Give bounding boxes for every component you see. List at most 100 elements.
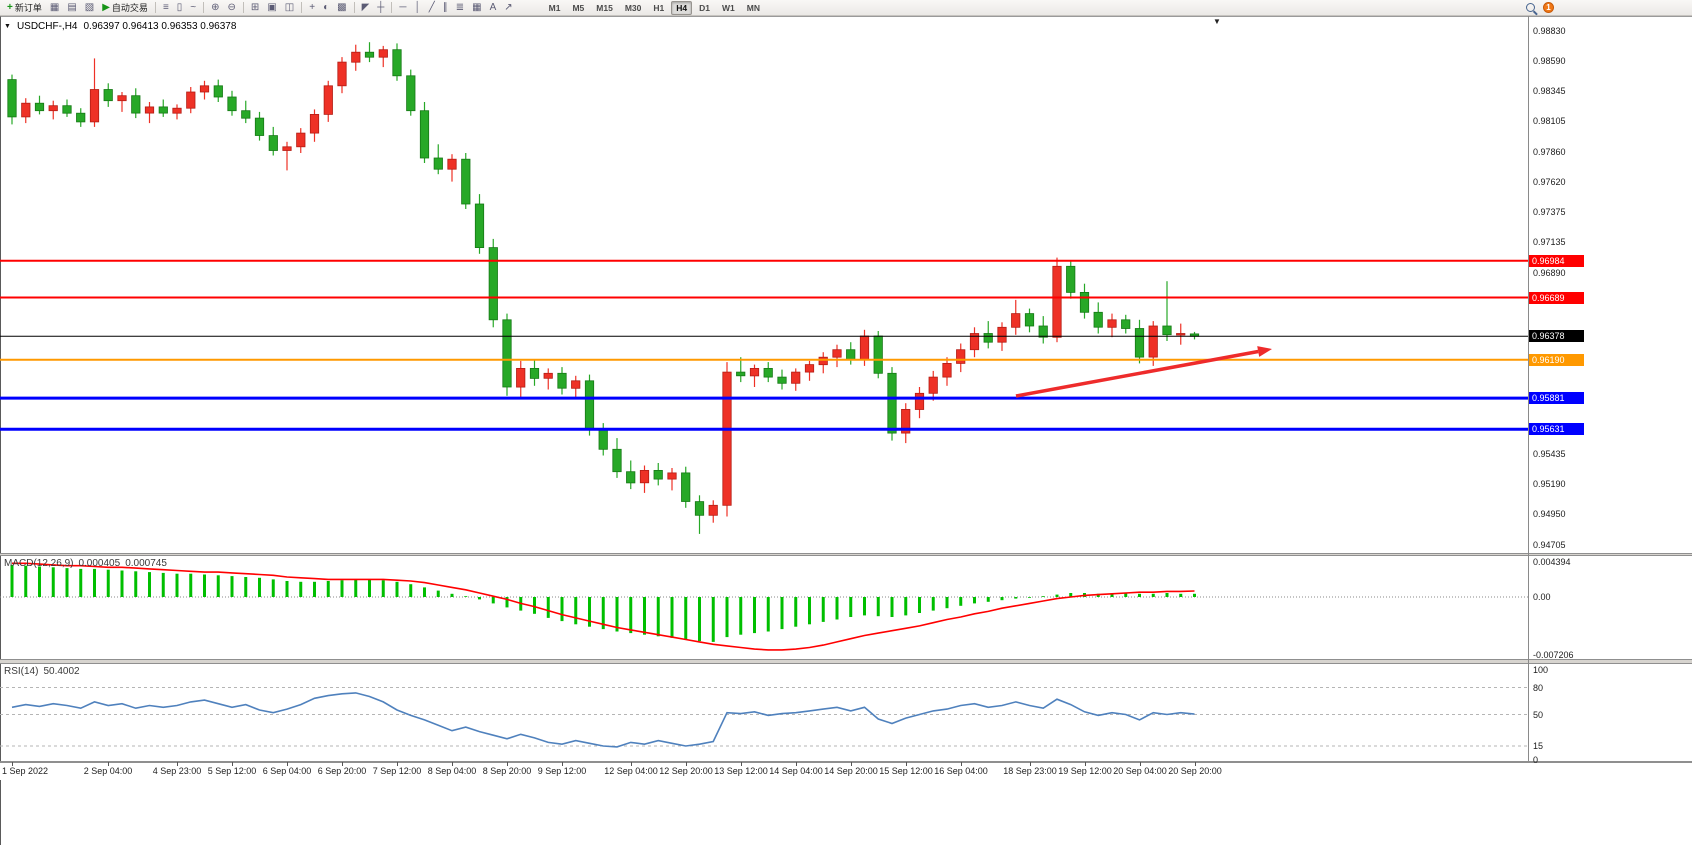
cascade-windows-icon: ▣	[267, 1, 277, 13]
price-badge-0.96984[interactable]: 0.96984	[1529, 255, 1584, 267]
line-chart-button[interactable]: ~	[186, 1, 200, 15]
auto-arrange-button[interactable]: ◫	[281, 1, 298, 15]
panel-splitter[interactable]	[0, 659, 1692, 664]
price-axis-label: 0.95435	[1533, 449, 1566, 459]
one-click-trading-toggle[interactable]: ▼	[4, 23, 11, 30]
bar-chart-button[interactable]: ≡	[159, 1, 173, 15]
timeframe-button-MN[interactable]: MN	[746, 2, 760, 13]
time-axis-label: 6 Sep 20:00	[317, 766, 367, 776]
timeframe-button-H1[interactable]: H1	[653, 2, 665, 13]
time-axis-label: 16 Sep 04:00	[934, 766, 988, 776]
time-axis-label: 6 Sep 04:00	[262, 766, 312, 776]
trendline-icon: ╱	[428, 1, 435, 13]
zoom-out-icon: ⊖	[227, 1, 236, 13]
time-axis-tick	[12, 762, 13, 766]
timeframe-button-M1[interactable]: M1	[548, 2, 561, 13]
time-axis-label: 12 Sep 04:00	[604, 766, 658, 776]
notification-badge[interactable]: 1	[1543, 2, 1554, 13]
price-axis-label: 0.97860	[1533, 147, 1566, 157]
trendline-button[interactable]: ╱	[425, 1, 439, 15]
price-axis-label: 0.97620	[1533, 177, 1566, 187]
price-badge-0.96689[interactable]: 0.96689	[1529, 292, 1584, 304]
crosshair-icon: ┼	[377, 1, 385, 13]
time-axis-tick	[741, 762, 742, 766]
toolbar-right-group: 1	[1526, 2, 1554, 13]
horizontal-line-button[interactable]: ─	[395, 1, 410, 15]
price-axis-label: 0.94705	[1533, 540, 1566, 550]
new-order-button[interactable]: + 新订单	[3, 1, 46, 15]
cursor-button[interactable]: ◤	[358, 1, 374, 15]
price-badge-0.95881[interactable]: 0.95881	[1529, 392, 1584, 404]
time-axis[interactable]: 1 Sep 2022 2 Sep 04:00 4 Sep 23:00 5 Sep 12…	[0, 762, 1692, 780]
rsi-axis[interactable]: 100 80 50 15 0	[1528, 664, 1692, 765]
toolbar-spacer	[517, 7, 543, 8]
main-chart-plot[interactable]	[0, 16, 1528, 553]
price-axis-label: 0.97135	[1533, 237, 1566, 247]
horizontal-line-icon: ─	[399, 1, 407, 13]
rsi-indicator-plot[interactable]	[0, 664, 1528, 761]
macd-name: MACD(12,26,9)	[4, 558, 74, 569]
navigator-button[interactable]: ▧	[81, 1, 98, 15]
arrows-button[interactable]: ↗	[500, 1, 516, 15]
market-watch-button[interactable]: ▦	[46, 1, 63, 15]
candlestick-chart-button[interactable]: ▯	[173, 1, 187, 15]
time-axis-label: 19 Sep 12:00	[1058, 766, 1112, 776]
data-window-button[interactable]: ▤	[63, 1, 80, 15]
panel-splitter[interactable]	[0, 761, 1692, 763]
autotrading-button[interactable]: ▶ 自动交易	[98, 1, 152, 15]
search-icon[interactable]	[1526, 3, 1535, 12]
zoom-out-button[interactable]: ⊖	[224, 1, 240, 15]
shapes-button[interactable]: ▦	[468, 1, 485, 15]
timeframe-button-M15[interactable]: M15	[596, 2, 613, 13]
timeframe-button-M30[interactable]: M30	[624, 2, 642, 13]
price-badge-0.96378[interactable]: 0.96378	[1529, 330, 1584, 342]
price-badge-0.96190[interactable]: 0.96190	[1529, 354, 1584, 366]
price-badge-0.95631[interactable]: 0.95631	[1529, 423, 1584, 435]
fibonacci-button[interactable]: ≣	[452, 1, 468, 15]
macd-axis[interactable]: 0.004394 0.00 -0.007206	[1528, 556, 1692, 660]
time-axis-tick	[452, 762, 453, 766]
time-axis-label: 7 Sep 12:00	[372, 766, 422, 776]
panel-splitter[interactable]	[0, 553, 1692, 556]
channel-button[interactable]: ∥	[439, 1, 452, 15]
new-chart-button[interactable]: +	[305, 1, 319, 15]
zoom-in-icon: ⊕	[211, 1, 220, 13]
price-axis-label: 0.95190	[1533, 479, 1566, 489]
crosshair-button[interactable]: ┼	[373, 1, 388, 15]
macd-axis-label: 0.00	[1533, 592, 1551, 602]
toolbar-separator	[203, 2, 205, 13]
rsi-indicator-label: RSI(14) 50.4002	[4, 666, 80, 677]
trend-arrow-annotation[interactable]	[1015, 346, 1272, 398]
vertical-line-button[interactable]: │	[410, 1, 424, 15]
price-axis-label: 0.94950	[1533, 509, 1566, 519]
time-axis-tick	[342, 762, 343, 766]
zoom-in-button[interactable]: ⊕	[207, 1, 223, 15]
text-button[interactable]: A	[486, 1, 501, 15]
time-axis-label: 1 Sep 2022	[2, 766, 49, 776]
price-axis[interactable]: 0.98830 0.98590 0.98345 0.98105 0.97860 0.976…	[1528, 16, 1692, 553]
macd-indicator-plot[interactable]	[0, 556, 1528, 659]
macd-indicator-label: MACD(12,26,9) 0.000405 0.000745	[4, 558, 167, 569]
time-axis-tick	[287, 762, 288, 766]
timeframe-button-H4[interactable]: H4	[671, 0, 693, 15]
periods-button[interactable]: ◐	[319, 1, 333, 15]
timeframe-button-W1[interactable]: W1	[721, 2, 735, 13]
macd-signal-value: 0.000745	[125, 558, 167, 569]
bar-chart-icon: ≡	[162, 1, 169, 13]
toolbar-separator	[242, 2, 244, 13]
toolbar-button-groups: + 新订单 ▦ ▤ ▧ ▶ 自动交易 ≡ ▯ ~ ⊕ ⊖ ⊞ ▣ ◫ + ◐ ▩ ◤ ┼ ─ │ ╱ ∥ ≣ ▦ A ↗ M1 M5 M15…	[3, 0, 766, 15]
rsi-axis-label: 50	[1533, 710, 1544, 720]
tile-windows-button[interactable]: ⊞	[247, 1, 263, 15]
cascade-windows-button[interactable]: ▣	[263, 1, 280, 15]
timeframe-button-D1[interactable]: D1	[699, 2, 710, 13]
timeframe-button-M5[interactable]: M5	[572, 2, 585, 13]
toolbar-separator	[353, 2, 355, 13]
chart-shift-marker[interactable]: ▼	[1213, 17, 1221, 26]
time-axis-tick	[507, 762, 508, 766]
time-axis-label: 20 Sep 20:00	[1168, 766, 1222, 776]
cursor-icon: ◤	[361, 1, 370, 13]
templates-button[interactable]: ▩	[333, 1, 350, 15]
time-axis-tick	[177, 762, 178, 766]
time-axis-label: 14 Sep 04:00	[769, 766, 823, 776]
macd-signal-line	[12, 562, 1195, 651]
